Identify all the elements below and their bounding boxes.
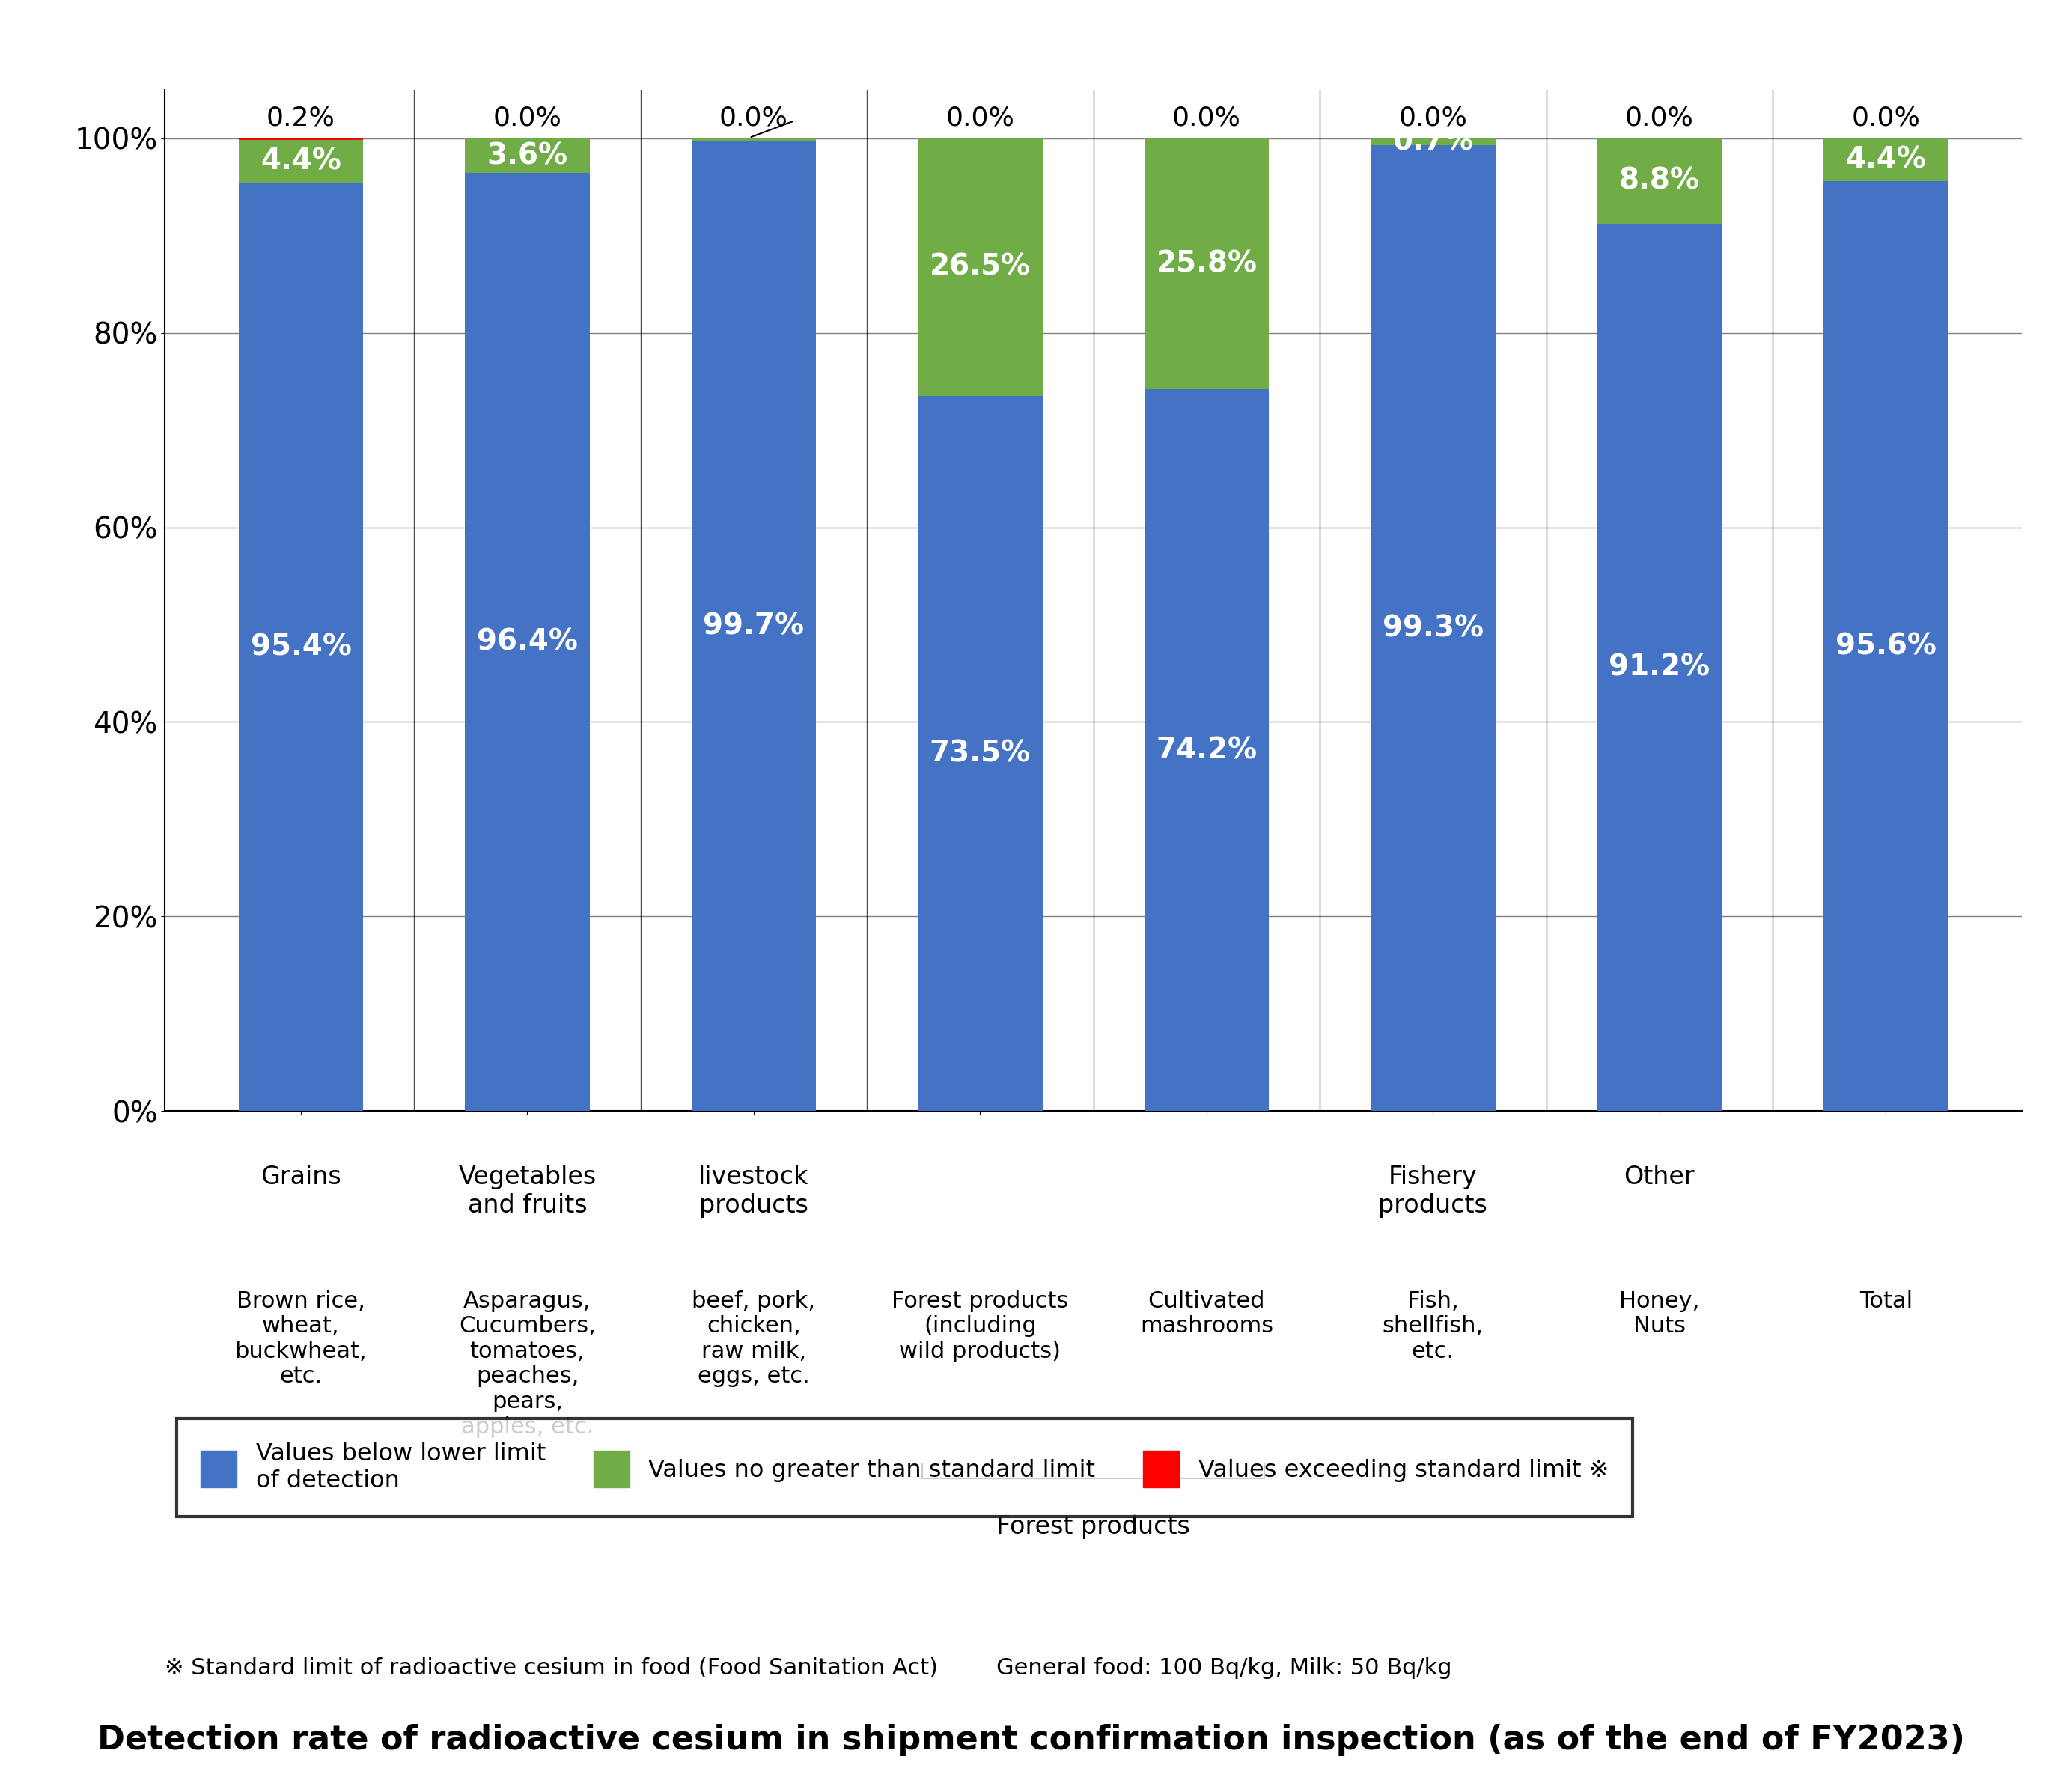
Text: Vegetables
and fruits: Vegetables and fruits bbox=[458, 1165, 596, 1219]
Text: 73.5%: 73.5% bbox=[930, 740, 1032, 767]
Text: 25.8%: 25.8% bbox=[1155, 249, 1256, 278]
Bar bbox=[1824, 181, 1947, 1111]
Bar bbox=[239, 183, 363, 1111]
Text: 4.4%: 4.4% bbox=[1846, 145, 1927, 174]
Bar bbox=[1824, 138, 1947, 181]
Text: beef, pork,
chicken,
raw milk,
eggs, etc.: beef, pork, chicken, raw milk, eggs, etc… bbox=[691, 1290, 815, 1387]
Text: livestock
products: livestock products bbox=[699, 1165, 809, 1219]
Text: 0.0%: 0.0% bbox=[1626, 106, 1694, 131]
Text: 74.2%: 74.2% bbox=[1155, 737, 1256, 765]
Text: 99.3%: 99.3% bbox=[1382, 615, 1483, 642]
Bar bbox=[239, 140, 363, 183]
Legend: Values below lower limit
of detection, Values no greater than standard limit, Va: Values below lower limit of detection, V… bbox=[177, 1419, 1632, 1516]
Text: 0.0%: 0.0% bbox=[1172, 106, 1242, 131]
Text: Other: Other bbox=[1624, 1165, 1696, 1190]
Bar bbox=[691, 138, 817, 142]
Text: Grains: Grains bbox=[260, 1165, 340, 1190]
Text: 99.7%: 99.7% bbox=[703, 611, 805, 640]
Bar bbox=[1370, 138, 1496, 145]
Text: Total: Total bbox=[1859, 1290, 1912, 1312]
Bar bbox=[918, 396, 1042, 1111]
Text: 8.8%: 8.8% bbox=[1619, 167, 1700, 195]
Text: Cultivated
mashrooms: Cultivated mashrooms bbox=[1141, 1290, 1273, 1337]
Text: 0.2%: 0.2% bbox=[266, 106, 336, 131]
Bar bbox=[464, 174, 590, 1111]
Bar bbox=[1145, 138, 1269, 389]
Text: 0.7%: 0.7% bbox=[1393, 127, 1473, 156]
Text: 91.2%: 91.2% bbox=[1609, 654, 1710, 681]
Text: 4.4%: 4.4% bbox=[260, 147, 340, 176]
Bar bbox=[1370, 145, 1496, 1111]
Bar bbox=[1145, 389, 1269, 1111]
Bar bbox=[239, 138, 363, 140]
Text: 0.0%: 0.0% bbox=[720, 106, 788, 131]
Text: Honey,
Nuts: Honey, Nuts bbox=[1619, 1290, 1700, 1337]
Bar bbox=[1597, 138, 1723, 224]
Text: 95.6%: 95.6% bbox=[1836, 633, 1937, 659]
Text: Forest products
(including
wild products): Forest products (including wild products… bbox=[891, 1290, 1069, 1362]
Bar bbox=[1597, 224, 1723, 1111]
Text: 95.4%: 95.4% bbox=[250, 633, 351, 661]
Text: Brown rice,
wheat,
buckwheat,
etc.: Brown rice, wheat, buckwheat, etc. bbox=[235, 1290, 367, 1387]
Bar bbox=[464, 138, 590, 174]
Text: Asparagus,
Cucumbers,
tomatoes,
peaches,
pears,
apples, etc.: Asparagus, Cucumbers, tomatoes, peaches,… bbox=[458, 1290, 596, 1437]
Bar bbox=[918, 138, 1042, 396]
Text: 0.0%: 0.0% bbox=[493, 106, 561, 131]
Text: Fish,
shellfish,
etc.: Fish, shellfish, etc. bbox=[1382, 1290, 1483, 1362]
Text: 96.4%: 96.4% bbox=[477, 627, 578, 656]
Bar bbox=[691, 142, 817, 1111]
Text: Fishery
products: Fishery products bbox=[1378, 1165, 1487, 1219]
Text: ※ Standard limit of radioactive cesium in food (Food Sanitation Act)        Gene: ※ Standard limit of radioactive cesium i… bbox=[165, 1658, 1452, 1679]
Text: 0.0%: 0.0% bbox=[1851, 106, 1921, 131]
Text: 0.0%: 0.0% bbox=[1399, 106, 1467, 131]
Text: 26.5%: 26.5% bbox=[930, 253, 1032, 281]
Text: Detection rate of radioactive cesium in shipment confirmation inspection (as of : Detection rate of radioactive cesium in … bbox=[97, 1724, 1966, 1756]
Text: 3.6%: 3.6% bbox=[487, 142, 567, 170]
Text: 0.0%: 0.0% bbox=[945, 106, 1015, 131]
Text: Forest products: Forest products bbox=[996, 1514, 1190, 1539]
